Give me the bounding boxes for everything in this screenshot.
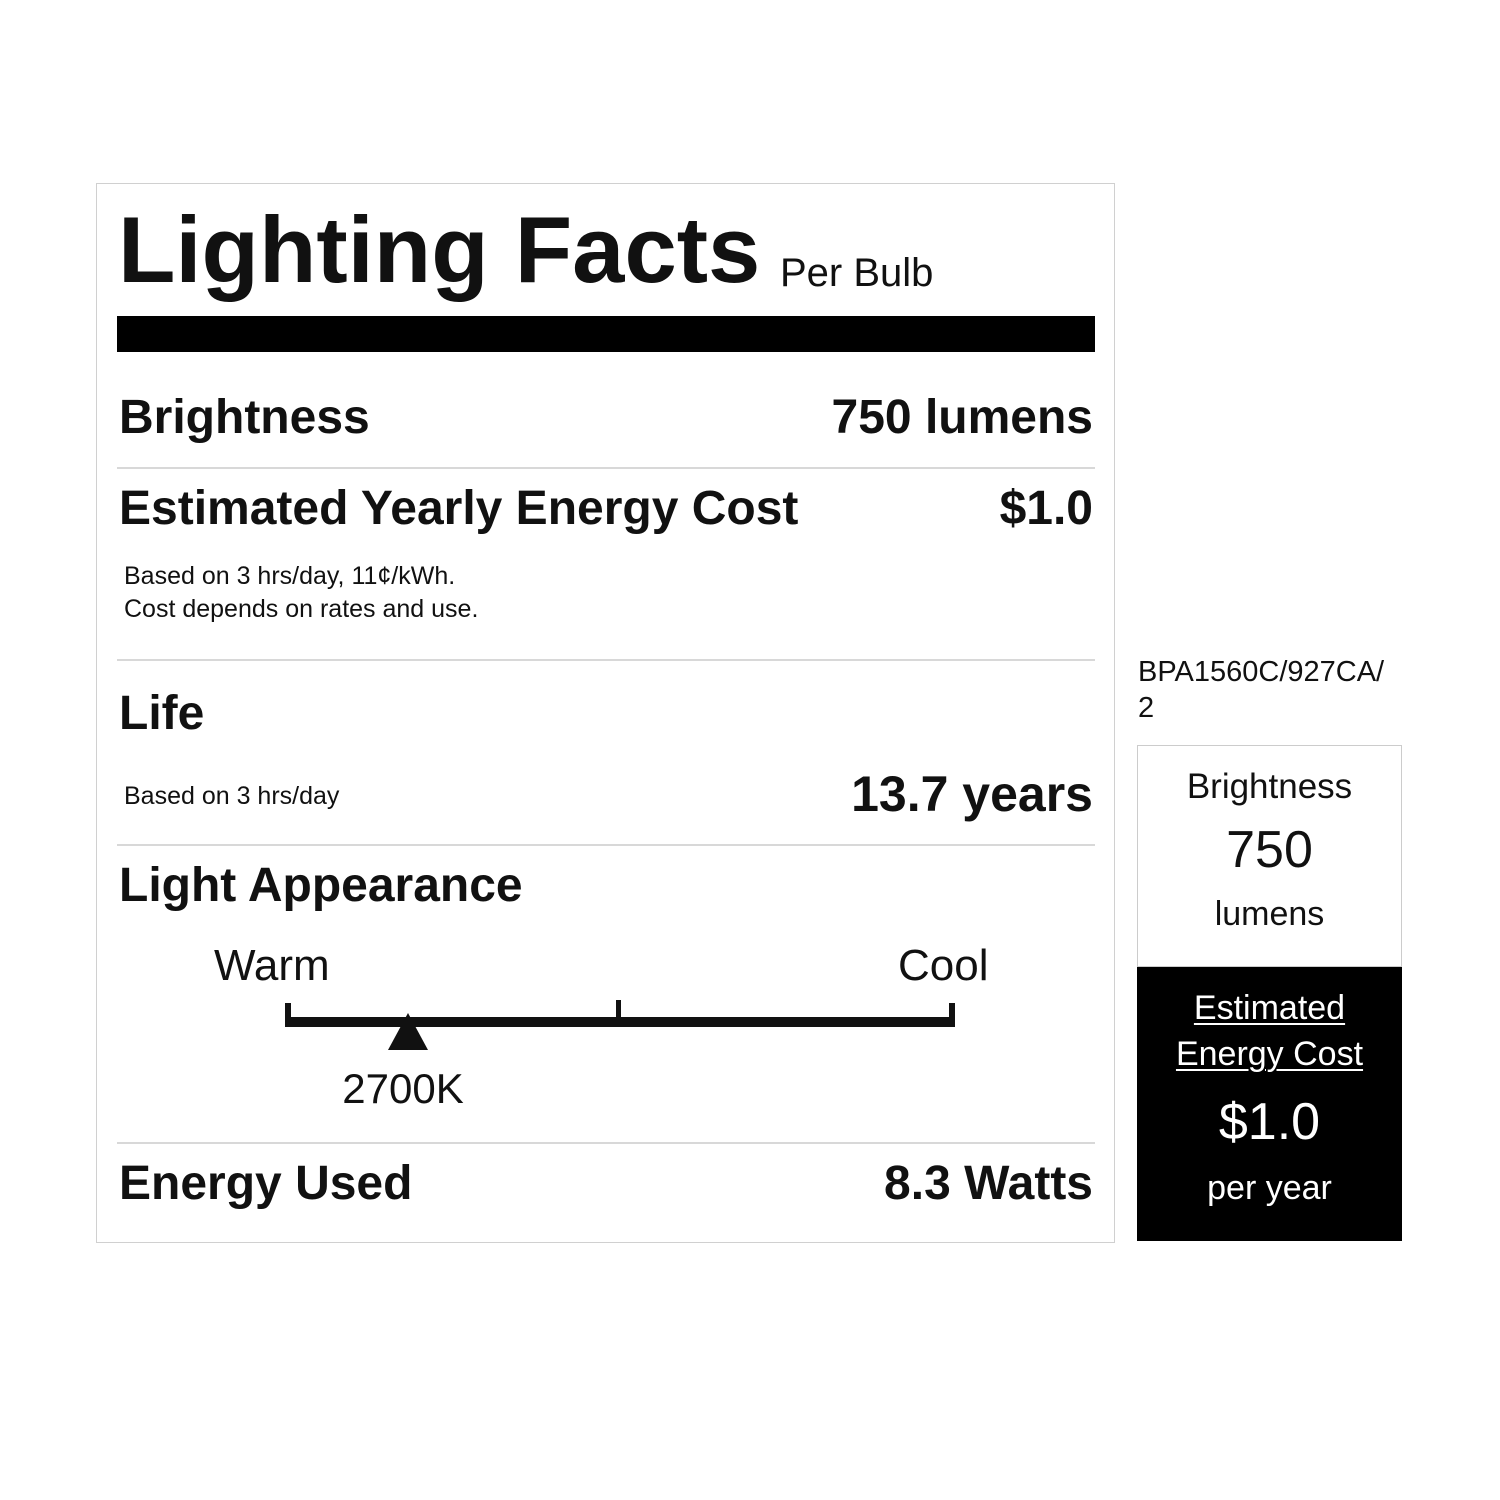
energy-cost-label: Estimated Yearly Energy Cost xyxy=(119,482,799,535)
divider xyxy=(117,1142,1095,1144)
title-bar xyxy=(117,316,1095,352)
scale-tick-right xyxy=(949,1003,955,1027)
side-cost-label-2-text: Energy Cost xyxy=(1175,1035,1364,1073)
scale-tick-left xyxy=(285,1003,291,1027)
color-temperature-scale xyxy=(285,1000,955,1030)
side-brightness-value: 750 xyxy=(1226,821,1313,879)
divider xyxy=(117,844,1095,846)
scale-line xyxy=(287,1017,953,1027)
light-appearance-label: Light Appearance xyxy=(119,859,523,912)
side-cost-unit: per year xyxy=(1207,1169,1332,1207)
energy-used-label: Energy Used xyxy=(119,1157,413,1210)
side-cost-value: $1.0 xyxy=(1218,1093,1321,1151)
side-brightness-label: Brightness xyxy=(1186,767,1353,806)
brightness-label: Brightness xyxy=(119,391,370,444)
label-title: Lighting Facts xyxy=(118,197,761,302)
energy-cost-note-1: Based on 3 hrs/day, 11¢/kWh. xyxy=(124,562,456,590)
energy-cost-note-2: Cost depends on rates and use. xyxy=(124,595,479,623)
color-temperature-value: 2700K xyxy=(342,1065,464,1112)
label-subtitle: Per Bulb xyxy=(780,251,934,295)
triangle-marker-icon xyxy=(387,1013,428,1050)
side-cost-label-1: Estimated xyxy=(1137,988,1402,1028)
life-value: 13.7 years xyxy=(851,766,1093,822)
life-label: Life xyxy=(119,687,205,740)
side-brightness-unit: lumens xyxy=(1214,895,1325,933)
side-energy-cost-panel: Estimated Energy Cost $1.0 per year xyxy=(1137,967,1402,1241)
side-cost-label-2: Energy Cost xyxy=(1137,1034,1402,1074)
divider xyxy=(117,467,1095,469)
scale-tick-middle xyxy=(616,1000,621,1020)
brightness-value: 750 lumens xyxy=(831,391,1093,444)
cool-label: Cool xyxy=(898,941,989,990)
model-number-line-1: BPA1560C/927CA/ xyxy=(1138,656,1385,688)
divider xyxy=(117,659,1095,661)
energy-cost-value: $1.0 xyxy=(999,482,1093,535)
model-number-line-2: 2 xyxy=(1138,692,1155,724)
warm-label: Warm xyxy=(214,941,330,990)
side-cost-label-1-text: Estimated xyxy=(1193,989,1346,1027)
life-note: Based on 3 hrs/day xyxy=(124,782,340,810)
side-brightness-panel: Brightness 750 lumens xyxy=(1137,745,1402,967)
lighting-facts-label xyxy=(96,183,1115,1243)
energy-used-value: 8.3 Watts xyxy=(884,1157,1093,1210)
